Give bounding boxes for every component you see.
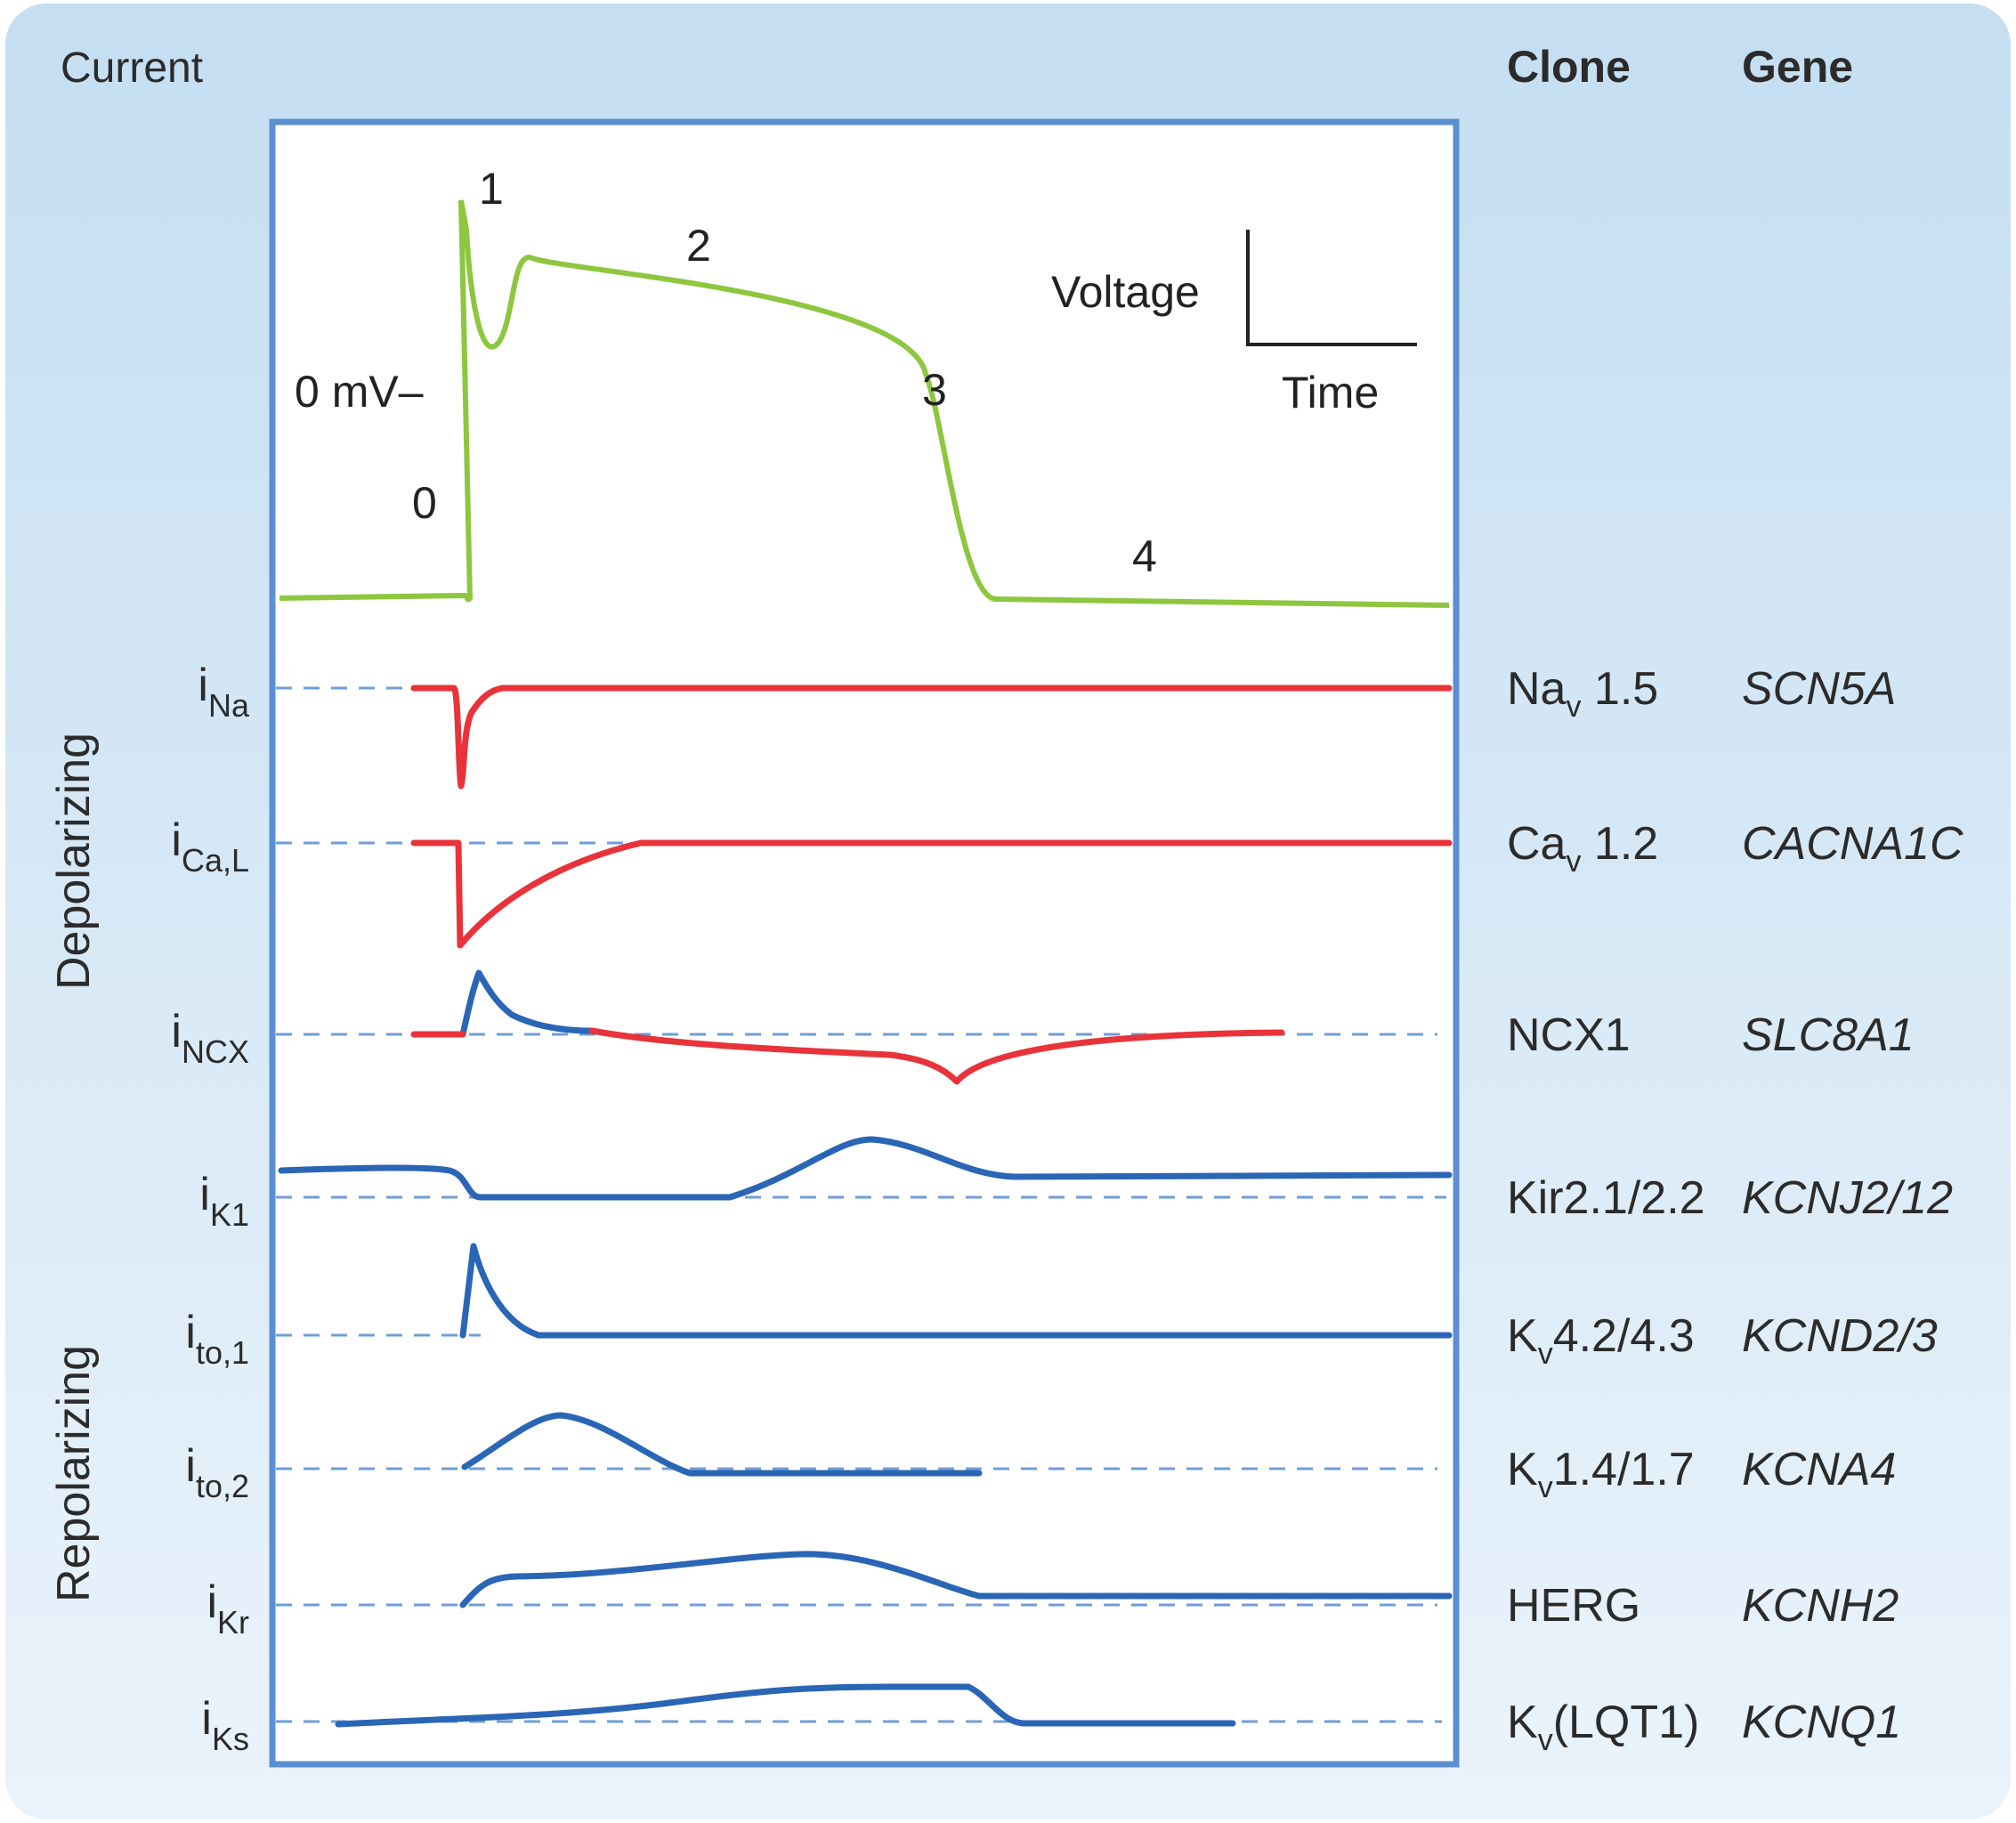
current-label-base: i (206, 1576, 217, 1628)
trace-ito1 (459, 1243, 1453, 1339)
current-label-k1: iK1 (199, 1169, 249, 1233)
gene-name-to2: KCNA4 (1742, 1444, 1896, 1495)
clone-suffix: (LQT1) (1553, 1697, 1700, 1748)
clone-base: K (1507, 1697, 1538, 1748)
clone-base: HERG (1507, 1580, 1640, 1632)
phase-0-label: 0 (412, 478, 437, 528)
current-label-ncx: iNCX (171, 1006, 249, 1070)
baselines (276, 686, 1446, 1723)
time-scale-label: Time (1282, 368, 1379, 417)
current-label-na: iNa (198, 660, 250, 724)
gene-name-ncx: SLC8A1 (1742, 1009, 1915, 1061)
clone-base: Ca (1507, 818, 1567, 870)
current-label-base: i (171, 814, 182, 866)
phase-4-label: 4 (1132, 531, 1157, 581)
phase-2-label: 2 (686, 221, 711, 271)
gene-name-na: SCN5A (1742, 663, 1896, 715)
current-label-subscript: to,1 (196, 1334, 249, 1371)
current-label-base: i (199, 1169, 210, 1220)
current-label-subscript: NCX (182, 1033, 249, 1070)
zero-mv-label: 0 mV– (295, 367, 424, 417)
phase-1-label: 1 (479, 164, 504, 214)
gene-name-to1: KCND2/3 (1742, 1310, 1938, 1362)
clone-name-kr: HERG (1507, 1580, 1640, 1632)
clone-base: Kir2.1/2.2 (1507, 1172, 1705, 1224)
current-traces (278, 685, 1453, 1728)
current-label-to1: ito,1 (185, 1307, 249, 1371)
phase-3-label: 3 (922, 365, 947, 415)
current-label-base: i (185, 1307, 196, 1358)
trace-ito2 (461, 1412, 983, 1477)
current-label-subscript: Ks (212, 1721, 249, 1757)
current-header: Current (61, 45, 203, 92)
clone-base: K (1507, 1310, 1538, 1362)
clone-subscript: v (1566, 845, 1581, 879)
clone-suffix: 1.5 (1581, 663, 1658, 715)
clone-header: Clone (1507, 42, 1631, 92)
clone-name-na: Nav 1.5 (1507, 663, 1658, 724)
current-label-to2: ito,2 (185, 1440, 249, 1504)
gene-header: Gene (1742, 42, 1853, 92)
trace-ik1 (278, 1136, 1453, 1201)
clone-subscript: v (1538, 1471, 1553, 1504)
gene-name-k1: KCNJ2/12 (1742, 1172, 1953, 1224)
current-label-base: i (171, 1006, 182, 1057)
current-label-base: i (198, 660, 208, 711)
clone-base: K (1507, 1444, 1538, 1495)
current-label-subscript: K1 (210, 1196, 249, 1233)
gene-name-ks: KCNQ1 (1742, 1697, 1901, 1748)
current-label-ks: iKs (201, 1693, 249, 1757)
trace-iks (335, 1683, 1236, 1728)
trace-ikr (459, 1551, 1453, 1608)
clone-subscript: v (1538, 1723, 1553, 1757)
current-label-subscript: Na (208, 687, 250, 724)
trace-incx-outward (459, 969, 595, 1038)
scale-bar (1246, 230, 1417, 346)
current-label-subscript: Kr (217, 1604, 249, 1641)
gene-name-kr: KCNH2 (1742, 1580, 1899, 1632)
current-label-subscript: Ca,L (182, 842, 249, 879)
action-potential-trace (279, 199, 1450, 608)
clone-name-k1: Kir2.1/2.2 (1507, 1172, 1705, 1224)
trace-ical (410, 839, 1453, 949)
clone-suffix: 1.4/1.7 (1553, 1444, 1695, 1495)
clone-suffix: 4.2/4.3 (1553, 1310, 1695, 1362)
plot-frame (269, 118, 1460, 1768)
clone-name-ncx: NCX1 (1507, 1009, 1631, 1061)
trace-ina (410, 685, 1453, 790)
voltage-scale-label: Voltage (1051, 267, 1200, 317)
clone-suffix: 1.2 (1581, 818, 1658, 870)
clone-base: Na (1507, 663, 1567, 715)
depolarizing-label: Depolarizing (48, 733, 100, 990)
clone-name-to2: Kv1.4/1.7 (1507, 1444, 1695, 1504)
clone-name-cal: Cav 1.2 (1507, 818, 1658, 879)
clone-subscript: v (1566, 690, 1581, 724)
trace-incx-inward (410, 1027, 1285, 1085)
current-label-base: i (185, 1440, 196, 1492)
clone-name-ks: Kv(LQT1) (1507, 1697, 1699, 1757)
action-potential: 0 mV– 0 1 2 3 4 Voltage Time (279, 164, 1450, 608)
clone-name-to1: Kv4.2/4.3 (1507, 1310, 1695, 1371)
current-label-base: i (201, 1693, 212, 1745)
current-label-kr: iKr (206, 1576, 249, 1641)
clone-subscript: v (1538, 1337, 1553, 1371)
repolarizing-label: Repolarizing (48, 1345, 100, 1602)
gene-name-cal: CACNA1C (1742, 818, 1963, 870)
current-label-cal: iCa,L (171, 814, 249, 879)
clone-base: NCX1 (1507, 1009, 1631, 1061)
current-label-subscript: to,2 (196, 1468, 249, 1504)
